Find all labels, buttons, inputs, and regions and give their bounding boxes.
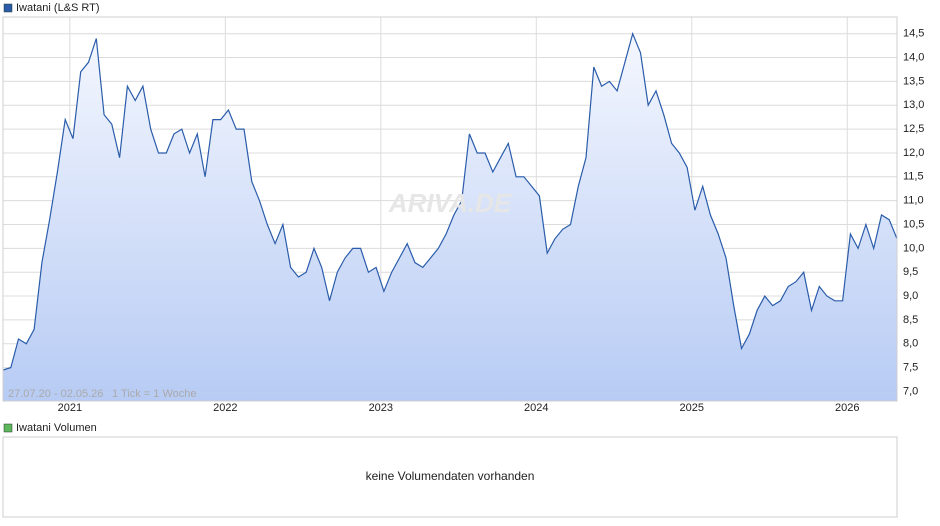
x-tick-label: 2023 (369, 402, 393, 414)
x-tick-label: 2021 (58, 402, 82, 414)
legend-swatch (3, 423, 13, 433)
x-tick-label: 2024 (524, 402, 548, 414)
y-tick-label: 12,0 (903, 147, 924, 159)
legend-label: Iwatani (L&S RT) (16, 2, 100, 14)
volume-title: Iwatani Volumen (16, 422, 97, 434)
y-tick-label: 7,0 (903, 385, 918, 397)
y-tick-label: 8,0 (903, 338, 918, 350)
range-note: 27.07.20 - 02.05.26 (8, 388, 103, 400)
y-tick-label: 13,0 (903, 99, 924, 111)
y-tick-label: 11,0 (903, 195, 924, 207)
x-tick-label: 2022 (213, 402, 237, 414)
y-tick-label: 8,5 (903, 314, 918, 326)
y-tick-label: 11,5 (903, 171, 924, 183)
volume-frame (2, 436, 898, 518)
plot-frame (2, 16, 898, 402)
price-line (2, 31, 898, 371)
y-tick-label: 14,0 (903, 51, 924, 63)
watermark: ARIVA.DE (388, 188, 512, 218)
x-tick-label: 2026 (835, 402, 859, 414)
y-tick-label: 9,5 (903, 266, 918, 278)
y-tick-label: 14,5 (903, 28, 924, 40)
y-tick-label: 13,5 (903, 75, 924, 87)
y-tick-label: 12,5 (903, 123, 924, 135)
y-tick-label: 9,0 (903, 290, 918, 302)
tick-note: 1 Tick = 1 Woche (112, 388, 196, 400)
legend-swatch (3, 3, 13, 13)
y-tick-label: 7,5 (903, 362, 918, 374)
y-tick-label: 10,5 (903, 218, 924, 230)
volume-note: keine Volumendaten vorhanden (366, 469, 535, 483)
x-tick-label: 2025 (680, 402, 704, 414)
area (3, 33, 897, 401)
y-tick-label: 10,0 (903, 242, 924, 254)
